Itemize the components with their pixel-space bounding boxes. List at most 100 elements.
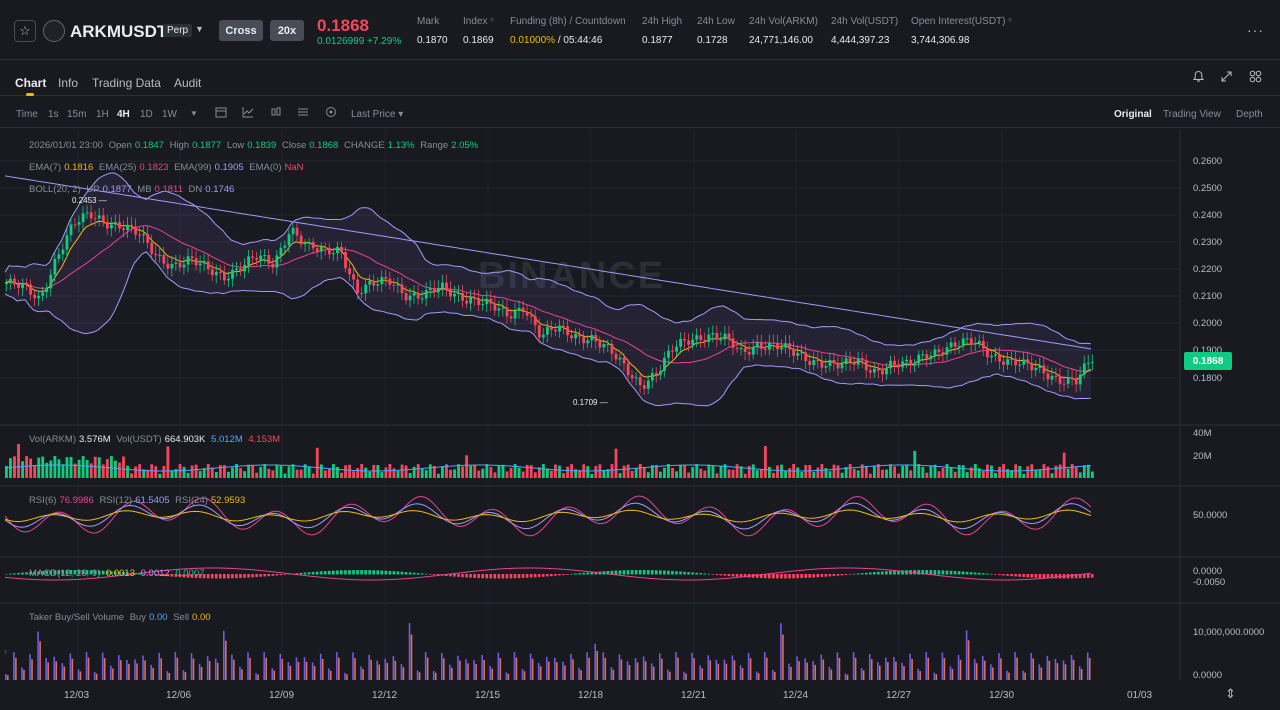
price-chart[interactable] bbox=[0, 130, 1280, 710]
taker-buy-bar bbox=[747, 652, 750, 680]
taker-sell-bar bbox=[935, 674, 938, 680]
macd-histogram-bar bbox=[860, 573, 864, 575]
candle-body bbox=[416, 292, 420, 299]
volume-bar bbox=[441, 466, 444, 478]
date-label: 12/12 bbox=[372, 690, 398, 701]
volume-bar bbox=[41, 456, 45, 478]
taker-sell-bar bbox=[596, 650, 599, 680]
macd-histogram-bar bbox=[344, 570, 347, 575]
candle-body bbox=[1054, 375, 1058, 377]
taker-sell-bar bbox=[103, 658, 106, 680]
macd-histogram-bar bbox=[727, 574, 731, 577]
macd-histogram-bar bbox=[965, 571, 969, 575]
volume-bar bbox=[683, 465, 687, 478]
view-trading-view[interactable]: Trading View bbox=[1163, 109, 1221, 120]
macd-histogram-bar bbox=[509, 574, 513, 579]
taker-buy-bar bbox=[1086, 652, 1089, 680]
stat-value: 0.1877 bbox=[642, 35, 673, 46]
taker-sell-bar bbox=[515, 657, 518, 680]
candle-body bbox=[521, 307, 525, 312]
volume-bar bbox=[893, 466, 896, 478]
target-icon[interactable] bbox=[325, 106, 337, 121]
volume-bar bbox=[796, 467, 800, 478]
taker-buy-bar bbox=[134, 659, 136, 680]
candle-body bbox=[109, 224, 113, 229]
taker-buy-bar bbox=[392, 656, 395, 680]
macd-histogram-bar bbox=[578, 573, 581, 575]
calendar-icon[interactable] bbox=[215, 106, 227, 121]
volume-bar bbox=[210, 467, 214, 478]
view-depth[interactable]: Depth bbox=[1236, 109, 1263, 120]
indicator-icon[interactable] bbox=[242, 106, 254, 121]
interval-4h[interactable]: 4H bbox=[117, 109, 130, 120]
expand-icon[interactable] bbox=[1220, 70, 1233, 86]
volume-bar bbox=[505, 471, 509, 478]
interval-1w[interactable]: 1W bbox=[162, 109, 177, 120]
candle-body bbox=[57, 254, 61, 259]
interval-1s[interactable]: 1s bbox=[48, 109, 59, 120]
volume-bar bbox=[45, 462, 49, 478]
chevron-right-icon[interactable]: › bbox=[4, 646, 7, 656]
star-icon[interactable]: ☆ bbox=[14, 20, 36, 42]
candle-type-icon[interactable] bbox=[270, 106, 282, 121]
macd-histogram-bar bbox=[85, 570, 89, 575]
macd-histogram-bar bbox=[150, 574, 153, 575]
candle-body bbox=[545, 327, 549, 335]
chevron-down-icon[interactable]: ▼ bbox=[195, 24, 204, 34]
tab-info[interactable]: Info bbox=[58, 76, 79, 90]
more-icon[interactable]: ··· bbox=[1247, 22, 1264, 38]
taker-buy-bar bbox=[529, 653, 532, 680]
tab-trading-data[interactable]: Trading Data bbox=[92, 76, 161, 90]
bell-icon[interactable] bbox=[1192, 70, 1205, 86]
candle-body bbox=[227, 278, 230, 281]
volume-bar bbox=[957, 464, 961, 478]
taker-buy-bar bbox=[13, 652, 15, 680]
macd-histogram-bar bbox=[675, 571, 678, 575]
price-axis-label: 0.2400 bbox=[1193, 210, 1223, 221]
candle-body bbox=[97, 215, 101, 219]
candle-body bbox=[372, 280, 376, 286]
date-label: 12/09 bbox=[269, 690, 295, 701]
taker-sell-bar bbox=[806, 662, 808, 680]
candle-body bbox=[1022, 359, 1026, 365]
taker-buy-bar bbox=[683, 671, 685, 680]
axis-scale-icon[interactable]: ⇕ bbox=[1225, 686, 1236, 701]
tab-audit[interactable]: Audit bbox=[174, 76, 202, 90]
settings-list-icon[interactable] bbox=[297, 106, 309, 121]
volume-bar bbox=[965, 472, 969, 478]
interval-1d[interactable]: 1D bbox=[140, 109, 153, 120]
interval-1h[interactable]: 1H bbox=[96, 109, 109, 120]
macd-axis-label: -0.0050 bbox=[1193, 577, 1226, 588]
macd-histogram-bar bbox=[780, 574, 783, 579]
margin-mode-button[interactable]: Cross bbox=[219, 20, 263, 41]
chevron-down-icon[interactable]: ▼ bbox=[190, 109, 198, 118]
leverage-button[interactable]: 20x bbox=[270, 20, 304, 41]
volume-bar bbox=[614, 448, 618, 478]
taker-buy-bar bbox=[610, 667, 613, 680]
candle-body bbox=[1026, 359, 1030, 364]
taker-buy-bar bbox=[360, 666, 362, 680]
taker-buy-bar bbox=[118, 655, 120, 680]
price-type-select[interactable]: Last Price ▾ bbox=[351, 109, 404, 120]
tab-chart[interactable]: Chart bbox=[15, 76, 47, 90]
taker-sell-bar bbox=[572, 659, 574, 680]
taker-buy-bar bbox=[279, 653, 282, 680]
view-original[interactable]: Original bbox=[1114, 109, 1152, 120]
taker-buy-bar bbox=[497, 652, 500, 680]
candle-body bbox=[1018, 364, 1022, 366]
macd-histogram-bar bbox=[122, 571, 125, 575]
symbol-name[interactable]: ARKMUSDT bbox=[70, 22, 168, 41]
taker-sell-bar bbox=[1024, 672, 1026, 680]
macd-histogram-bar bbox=[481, 574, 485, 579]
taker-sell-bar bbox=[967, 640, 970, 680]
volume-bar bbox=[816, 467, 820, 478]
volume-bar bbox=[981, 470, 985, 478]
taker-sell-bar bbox=[652, 666, 655, 680]
volume-bar bbox=[469, 465, 473, 478]
volume-bar bbox=[259, 466, 263, 478]
layout-grid-icon[interactable] bbox=[1249, 70, 1262, 86]
volume-bar bbox=[699, 468, 703, 478]
candle-body bbox=[360, 293, 364, 295]
interval-15m[interactable]: 15m bbox=[67, 109, 87, 120]
volume-bar bbox=[1066, 468, 1070, 478]
